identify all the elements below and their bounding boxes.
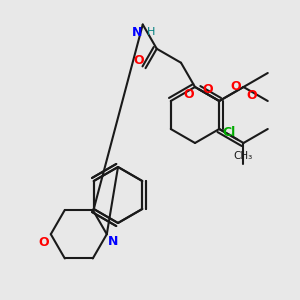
Text: O: O (202, 82, 213, 96)
Text: O: O (133, 54, 144, 67)
Text: O: O (183, 88, 194, 101)
Text: N: N (131, 26, 142, 38)
Text: H: H (147, 26, 155, 37)
Text: O: O (231, 80, 242, 94)
Text: O: O (38, 236, 49, 249)
Text: Cl: Cl (222, 125, 236, 139)
Text: N: N (108, 235, 118, 248)
Text: CH₃: CH₃ (234, 151, 253, 161)
Text: O: O (247, 89, 257, 102)
